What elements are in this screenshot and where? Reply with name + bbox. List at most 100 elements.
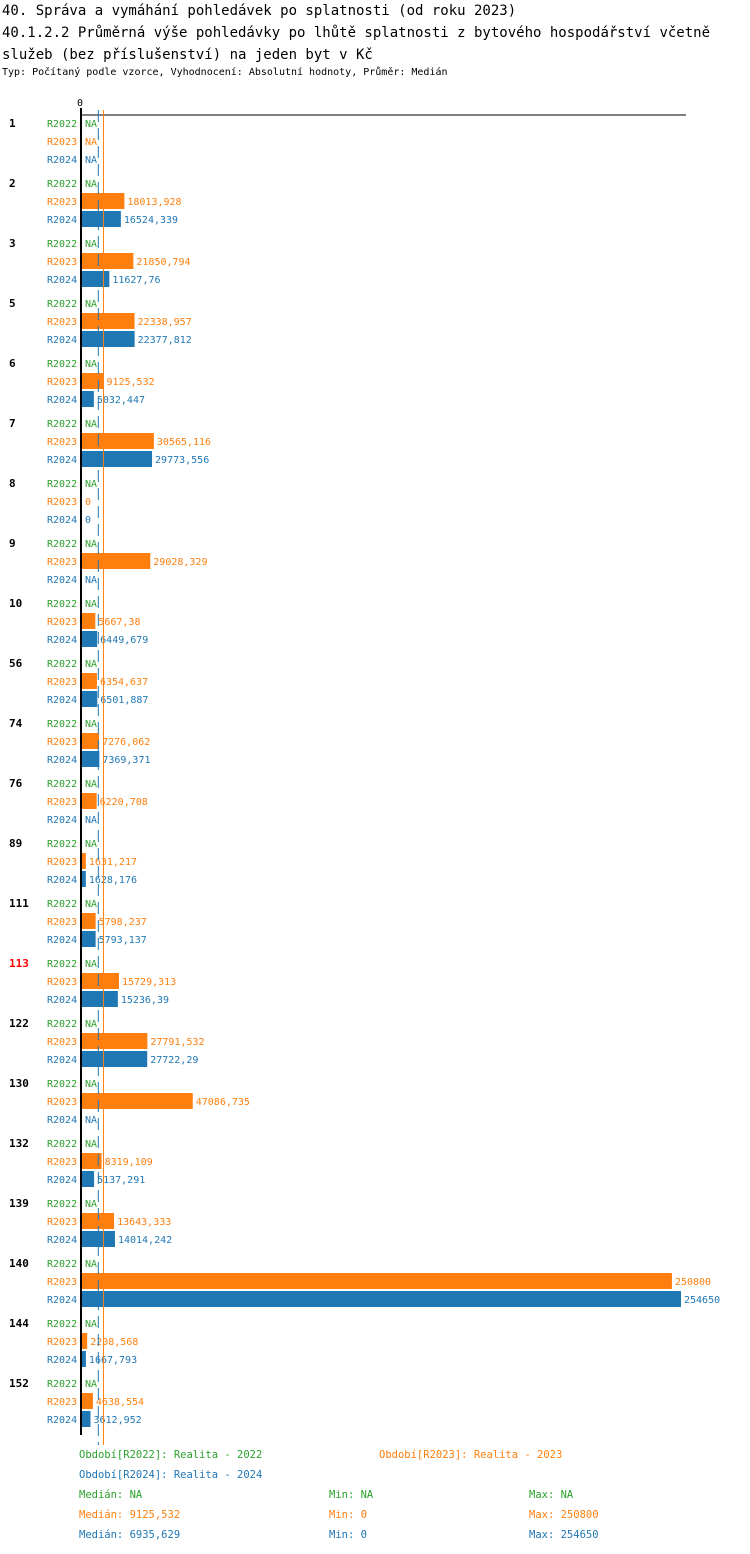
series-label: R2023 [47,677,77,688]
category-label: 1 [9,117,16,130]
series-label: R2022 [47,779,77,790]
data-label: NA [85,299,97,310]
bar [82,853,86,869]
series-label: R2022 [47,899,77,910]
data-label: NA [85,815,97,826]
series-label: R2022 [47,1319,77,1330]
data-label: 5137,291 [97,1175,145,1186]
series-label: R2024 [47,635,77,646]
series-label: R2023 [47,737,77,748]
bar [82,553,151,569]
data-label: 0 [85,497,91,508]
data-label: NA [85,1199,97,1210]
bar [82,331,135,347]
data-label: 30565,116 [157,437,211,448]
category-label: 3 [9,237,16,250]
series-label: R2023 [47,1097,77,1108]
bar [82,871,86,887]
bar [82,211,121,227]
series-label: R2023 [47,317,77,328]
data-label: 27722,29 [150,1055,198,1066]
series-label: R2024 [47,1055,77,1066]
bar [82,313,135,329]
series-label: R2024 [47,1355,77,1366]
series-label: R2023 [47,857,77,868]
category-label: 89 [9,837,22,850]
data-label: 1631,217 [89,857,137,868]
bar [82,733,100,749]
bar [82,1093,193,1109]
bar [82,451,153,467]
series-label: R2023 [47,497,77,508]
data-label: 6501,887 [100,695,148,706]
bar [82,631,98,647]
stat-median-r2022: Medián: NA [79,1489,143,1501]
data-label: NA [85,1319,97,1330]
data-label: 9125,532 [106,377,154,388]
data-label: 15236,39 [121,995,169,1006]
series-label: R2022 [47,419,77,430]
series-label: R2023 [47,377,77,388]
data-label: NA [85,839,97,850]
series-label: R2022 [47,359,77,370]
category-label: 132 [9,1137,29,1150]
category-label: 111 [9,897,29,910]
series-label: R2024 [47,935,77,946]
series-label: R2023 [47,797,77,808]
data-label: NA [85,479,97,490]
data-label: 11627,76 [112,275,160,286]
data-label: 14014,242 [118,1235,172,1246]
stat-max-r2022: Max: NA [529,1489,574,1501]
data-label: 4638,554 [96,1397,144,1408]
bar [82,691,98,707]
series-label: R2023 [47,977,77,988]
series-label: R2023 [47,257,77,268]
category-label: 144 [9,1317,29,1330]
series-label: R2022 [47,1079,77,1090]
data-label: 254650 [684,1295,720,1306]
chart-info: Typ: Počítaný podle vzorce, Vyhodnocení:… [2,67,448,78]
data-label: 22377,812 [138,335,192,346]
series-label: R2022 [47,599,77,610]
bar [82,913,96,929]
series-label: R2024 [47,155,77,166]
series-label: R2024 [47,1415,77,1426]
chart-subtitle: 40.1.2.2 Průměrná výše pohledávky po lhů… [2,25,711,63]
series-label: R2022 [47,539,77,550]
bar [82,613,96,629]
bar [82,1273,672,1289]
series-label: R2023 [47,1157,77,1168]
data-label: 7276,062 [102,737,150,748]
category-label: 113 [9,957,29,970]
data-label: 6220,708 [100,797,148,808]
bar [82,433,154,449]
data-label: 1628,176 [89,875,137,886]
data-label: 27791,532 [150,1037,204,1048]
series-label: R2022 [47,659,77,670]
data-label: 6354,637 [100,677,148,688]
bar [82,1033,148,1049]
data-label: NA [85,659,97,670]
series-label: R2023 [47,1037,77,1048]
data-label: NA [85,599,97,610]
category-label: 2 [9,177,16,190]
series-label: R2023 [47,137,77,148]
data-label: 8319,109 [105,1157,153,1168]
data-label: NA [85,539,97,550]
series-label: R2024 [47,275,77,286]
bar [82,373,104,389]
stat-min-r2023: Min: 0 [329,1509,367,1521]
data-label: 1667,793 [89,1355,137,1366]
category-label: 76 [9,777,23,790]
series-label: R2024 [47,875,77,886]
bar [82,1153,102,1169]
series-label: R2022 [47,479,77,490]
bar [82,1231,115,1247]
bar [82,793,97,809]
bar [82,673,97,689]
series-label: R2023 [47,1337,77,1348]
category-label: 140 [9,1257,29,1270]
series-label: R2022 [47,1259,77,1270]
data-label: NA [85,359,97,370]
